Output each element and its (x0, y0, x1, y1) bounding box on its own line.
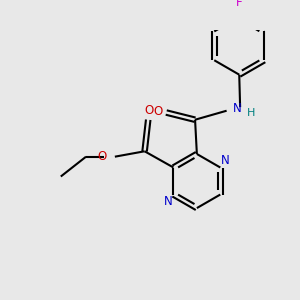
Text: H: H (246, 107, 255, 118)
Text: F: F (236, 0, 242, 9)
Text: O: O (98, 150, 107, 163)
Text: N: N (164, 195, 172, 208)
Text: N: N (221, 154, 230, 166)
Text: O: O (145, 104, 154, 117)
Text: O: O (154, 105, 163, 118)
Text: N: N (233, 102, 242, 116)
